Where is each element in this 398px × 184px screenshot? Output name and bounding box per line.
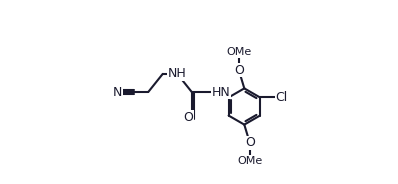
Text: O: O — [183, 111, 193, 124]
Text: OMe: OMe — [237, 156, 262, 166]
Text: Cl: Cl — [276, 91, 288, 104]
Text: NH: NH — [168, 67, 187, 80]
Text: O: O — [234, 64, 244, 77]
Text: N: N — [113, 86, 122, 98]
Text: OMe: OMe — [226, 47, 252, 57]
Text: HN: HN — [211, 86, 230, 98]
Text: O: O — [245, 136, 255, 149]
